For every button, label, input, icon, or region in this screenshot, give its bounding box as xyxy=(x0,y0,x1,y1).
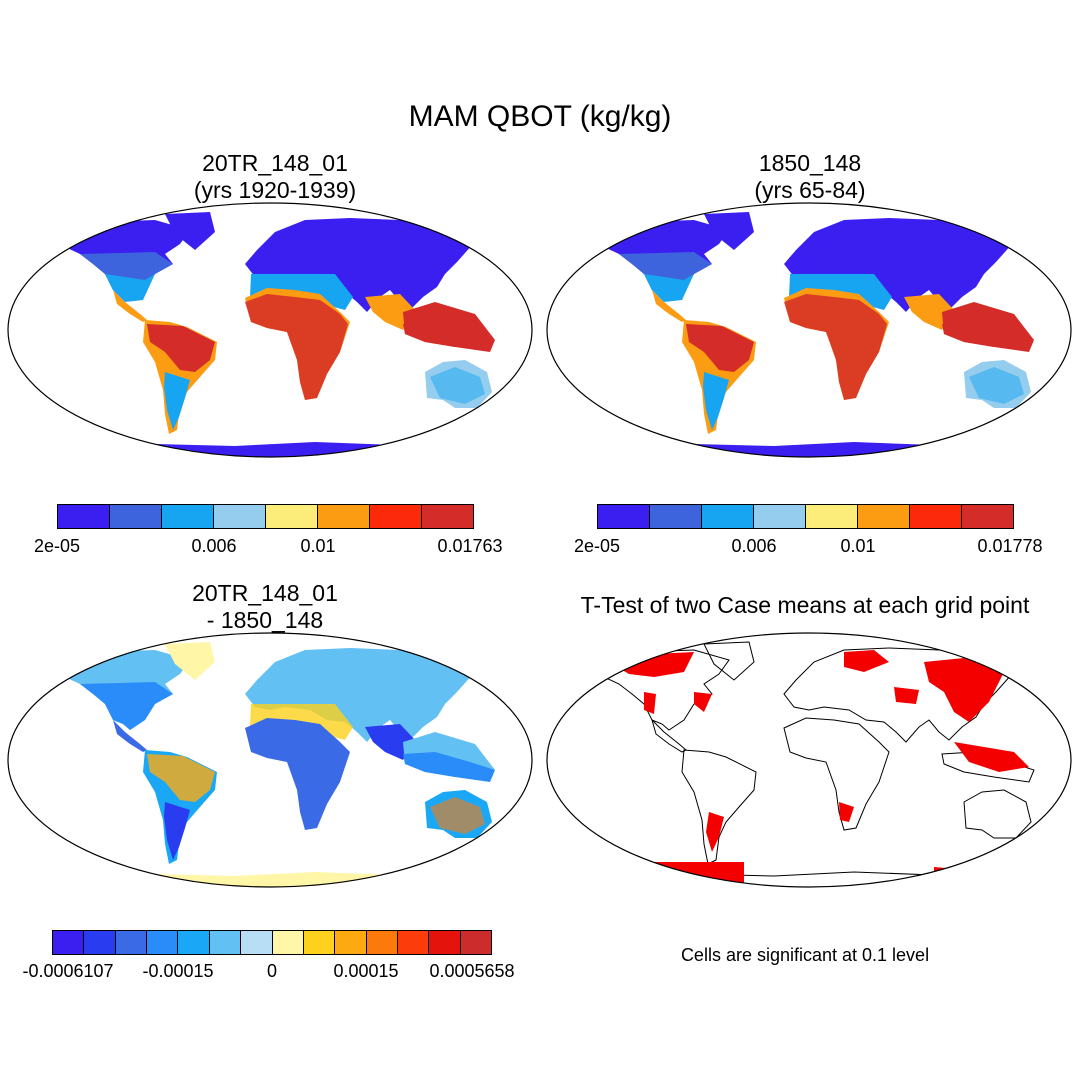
panel-d-map xyxy=(546,632,1072,888)
colorbar-c xyxy=(52,930,492,955)
colorbar-a xyxy=(57,504,474,529)
colorbar-swatch xyxy=(214,505,266,528)
colorbar-b-label: 0.01 xyxy=(840,536,876,556)
panel-a-title: 20TR_148_01 (yrs 1920-1939) xyxy=(125,150,425,204)
panel-d-title: T-Test of two Case means at each grid po… xyxy=(555,592,1055,619)
colorbar-swatch xyxy=(162,505,214,528)
colorbar-swatch xyxy=(178,931,210,954)
colorbar-swatch xyxy=(366,931,398,954)
colorbar-swatch xyxy=(650,505,702,528)
panel-a-title-line2: (yrs 1920-1939) xyxy=(193,177,357,203)
colorbar-swatch xyxy=(910,505,962,528)
figure-title: MAM QBOT (kg/kg) xyxy=(408,100,672,133)
colorbar-b-label: 0.006 xyxy=(731,536,777,556)
panel-b-map xyxy=(546,202,1072,458)
colorbar-a-label: 0.01763 xyxy=(437,536,503,556)
panel-c-title: 20TR_148_01 - 1850_148 xyxy=(115,580,415,634)
panel-d-title-line1: T-Test of two Case means at each grid po… xyxy=(580,592,1030,618)
colorbar-swatch xyxy=(598,505,650,528)
colorbar-c-label: -0.0006107 xyxy=(22,961,114,981)
panel-c-map xyxy=(7,632,533,888)
colorbar-swatch xyxy=(397,931,430,954)
panel-a-title-line1: 20TR_148_01 xyxy=(202,150,348,176)
colorbar-b-label: 0.01778 xyxy=(977,536,1043,556)
panel-d-border xyxy=(546,632,1072,888)
colorbar-swatch xyxy=(53,931,85,954)
panel-c-title-line1: 20TR_148_01 xyxy=(192,580,338,606)
colorbar-swatch xyxy=(58,505,110,528)
colorbar-swatch xyxy=(84,931,116,954)
colorbar-a-label: 2e-05 xyxy=(33,536,81,556)
colorbar-swatch xyxy=(702,505,754,528)
panel-c-border xyxy=(7,632,533,888)
significance-note: Cells are significant at 0.1 level xyxy=(680,945,930,965)
panel-b-border xyxy=(546,202,1072,458)
colorbar-swatch xyxy=(806,505,858,528)
colorbar-swatch xyxy=(460,931,492,954)
panel-b-title-line2: (yrs 65-84) xyxy=(754,177,866,203)
colorbar-swatch xyxy=(335,931,367,954)
colorbar-b-label: 2e-05 xyxy=(573,536,621,556)
colorbar-swatch xyxy=(429,931,461,954)
panel-a-map xyxy=(7,202,533,458)
colorbar-swatch xyxy=(754,505,806,528)
colorbar-swatch xyxy=(318,505,370,528)
colorbar-c-label: 0 xyxy=(266,961,278,981)
colorbar-swatch xyxy=(370,505,422,528)
colorbar-swatch xyxy=(110,505,162,528)
colorbar-swatch xyxy=(209,931,242,954)
colorbar-b xyxy=(597,504,1014,529)
colorbar-swatch xyxy=(147,931,179,954)
colorbar-swatch xyxy=(858,505,910,528)
colorbar-swatch xyxy=(241,931,273,954)
colorbar-c-label: 0.00015 xyxy=(333,961,399,981)
colorbar-c-label: -0.00015 xyxy=(142,961,214,981)
colorbar-swatch xyxy=(266,505,318,528)
panel-a-border xyxy=(7,202,533,458)
colorbar-a-label: 0.006 xyxy=(191,536,237,556)
colorbar-c-label: 0.0005658 xyxy=(429,961,515,981)
colorbar-a-label: 0.01 xyxy=(300,536,336,556)
colorbar-swatch xyxy=(272,931,304,954)
panel-b-title-line1: 1850_148 xyxy=(758,150,862,176)
colorbar-swatch xyxy=(115,931,148,954)
colorbar-swatch xyxy=(303,931,336,954)
panel-b-title: 1850_148 (yrs 65-84) xyxy=(660,150,960,204)
panel-c-title-line2: - 1850_148 xyxy=(206,607,324,633)
colorbar-swatch xyxy=(422,505,473,528)
colorbar-swatch xyxy=(962,505,1013,528)
